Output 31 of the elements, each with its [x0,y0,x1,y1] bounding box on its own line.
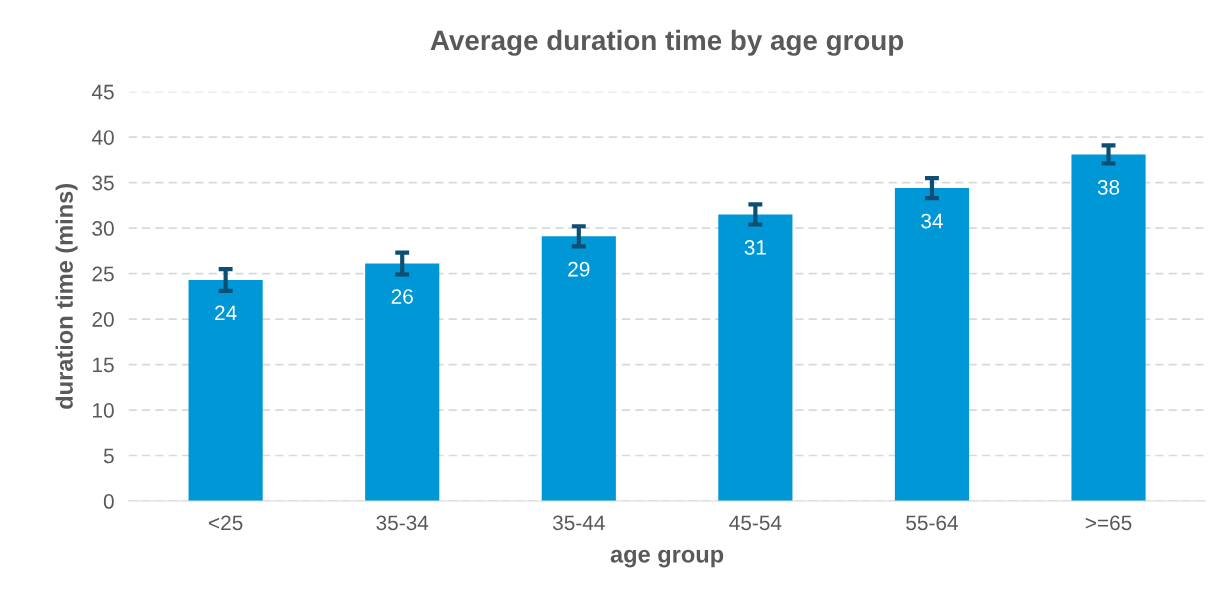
data-label: 26 [391,289,413,304]
y-tick-label: 30 [92,221,114,236]
y-tick-label: 40 [91,130,114,145]
y-tick-label: 5 [103,448,114,464]
x-tick-label: <25 [209,515,243,531]
y-tick-label: 45 [91,84,114,100]
data-label: 29 [568,261,590,277]
x-tick-label: 55-64 [906,515,958,531]
x-tick-label: 45-54 [729,515,782,531]
y-tick-label: 25 [92,266,114,282]
y-axis-title: duration time (mins) [55,184,78,409]
bar [541,236,616,502]
x-tick-label: 35-34 [376,515,429,531]
x-tick-label: >=65 [1085,515,1132,531]
data-label: 31 [744,240,766,255]
y-tick-label: 0 [103,494,114,509]
data-label: 24 [215,305,237,321]
bar [718,214,793,502]
data-label: 34 [921,213,943,229]
y-tick-label: 10 [93,403,114,418]
bar [894,188,970,502]
y-tick-label: 20 [92,312,114,327]
bar [1071,154,1146,502]
bar [188,279,263,502]
x-tick-label: 35-44 [552,515,605,531]
x-axis-title: age group [610,549,724,568]
data-label: 38 [1097,179,1120,195]
y-tick-label: 15 [93,357,114,373]
y-tick-label: 35 [92,175,114,191]
chart-title: Average duration time by age group [430,29,904,56]
bar [365,263,440,502]
